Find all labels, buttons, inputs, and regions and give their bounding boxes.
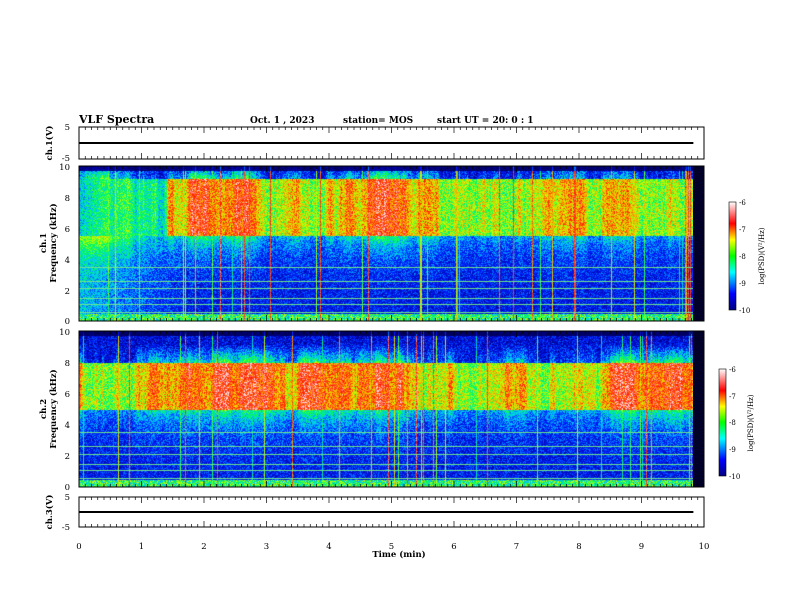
x-tick-label: 0 [76,542,81,552]
ch3-ytick-bottom: -5 [62,523,70,533]
ch3-ytick-top: 5 [65,493,70,503]
ch2-cb-tick-6: -6 [729,366,736,374]
ch2-cb-tick-9: -9 [729,446,736,454]
ch2-spec-ytick-6: 6 [65,390,70,400]
x-tick-label: 8 [576,542,581,552]
x-axis-tick-labels: 0 1 2 3 4 5 6 7 8 9 10 [76,542,709,552]
ch2-spec-ytick-10: 10 [59,328,70,338]
x-tick-label: 5 [389,542,394,552]
ch1-cb-tick-8: -8 [739,253,746,261]
x-tick-label: 7 [514,542,519,552]
ch3-waveform-panel: 5 -5 ch.3(V) [44,493,705,533]
ch1-cb-tick-10: -10 [739,307,750,315]
ch3-ylabel: ch.3(V) [44,495,55,530]
ch2-spectrogram-image [79,331,693,487]
x-tick-label: 4 [326,542,331,552]
ch1-spectrogram-image [79,166,693,321]
ch1-spec-ytick-2: 2 [65,287,70,297]
x-axis-label: Time (min) [372,549,425,560]
start-time-label: start UT = 20: 0 : 1 [437,116,534,126]
x-tick-label: 1 [139,542,144,552]
ch1-spec-ylabel-top: ch.1 [39,233,49,253]
ch2-cb-tick-7: -7 [729,393,736,401]
ch1-spec-ytick-6: 6 [65,225,70,235]
ch2-spec-ytick-0: 0 [65,483,70,493]
ch2-colorbar: -6 -7 -8 -9 -10 log(PSD)(V²/Hz) [718,366,755,481]
ch2-spec-ylabel: Frequency (kHz) [48,369,59,448]
ch2-spec-ytick-4: 4 [65,421,70,431]
chart-title: VLF Spectra [78,113,154,126]
x-tick-label: 3 [264,542,269,552]
ch3-xticks [78,497,705,527]
station-label: station= MOS [343,116,413,126]
ch2-spec-ytick-8: 8 [65,359,70,369]
ch1-cb-tick-9: -9 [739,280,746,288]
ch1-ylabel: ch.1(V) [44,126,55,161]
ch1-colorbar: -6 -7 -8 -9 -10 log(PSD)(V²/Hz) [728,199,766,315]
ch1-spec-xticks [78,166,705,321]
x-tick-label: 10 [699,542,710,552]
x-tick-label: 2 [201,542,206,552]
ch1-spec-ytick-10: 10 [59,163,70,173]
ch1-colorbar-bar [728,201,737,311]
ch2-cb-tick-8: -8 [729,419,736,427]
ch1-ytick-bottom: -5 [62,154,70,164]
ch2-spec-ytick-2: 2 [65,452,70,462]
ch1-spec-ytick-4: 4 [65,256,70,266]
ch1-cb-tick-6: -6 [739,199,746,207]
ch2-colorbar-bar [718,368,727,477]
ch2-cb-tick-10: -10 [729,473,740,481]
ch2-colorbar-label: log(PSD)(V²/Hz) [747,394,755,451]
date-label: Oct. 1 , 2023 [250,116,314,126]
ch2-spec-ylabel-top: ch.2 [39,399,49,419]
x-tick-label: 9 [639,542,644,552]
ch1-xticks [78,127,705,159]
ch1-colorbar-label: log(PSD)(V²/Hz) [758,227,766,284]
x-tick-label: 6 [451,542,456,552]
ch1-spec-ytick-0: 0 [65,317,70,327]
ch1-spec-ylabel: Frequency (kHz) [48,203,59,282]
ch1-spectrogram-panel: 10 8 6 4 2 0 ch.1 Frequency (kHz) [39,163,705,327]
ch1-cb-tick-7: -7 [739,226,746,234]
ch1-spec-ytick-8: 8 [65,194,70,204]
ch1-ytick-top: 5 [65,123,70,133]
ch2-spectrogram-panel: 10 8 6 4 2 0 ch.2 Frequency (kHz) [39,328,705,493]
ch1-waveform-panel: 5 -5 ch.1(V) [44,123,705,164]
ch2-spec-xticks [78,331,705,487]
